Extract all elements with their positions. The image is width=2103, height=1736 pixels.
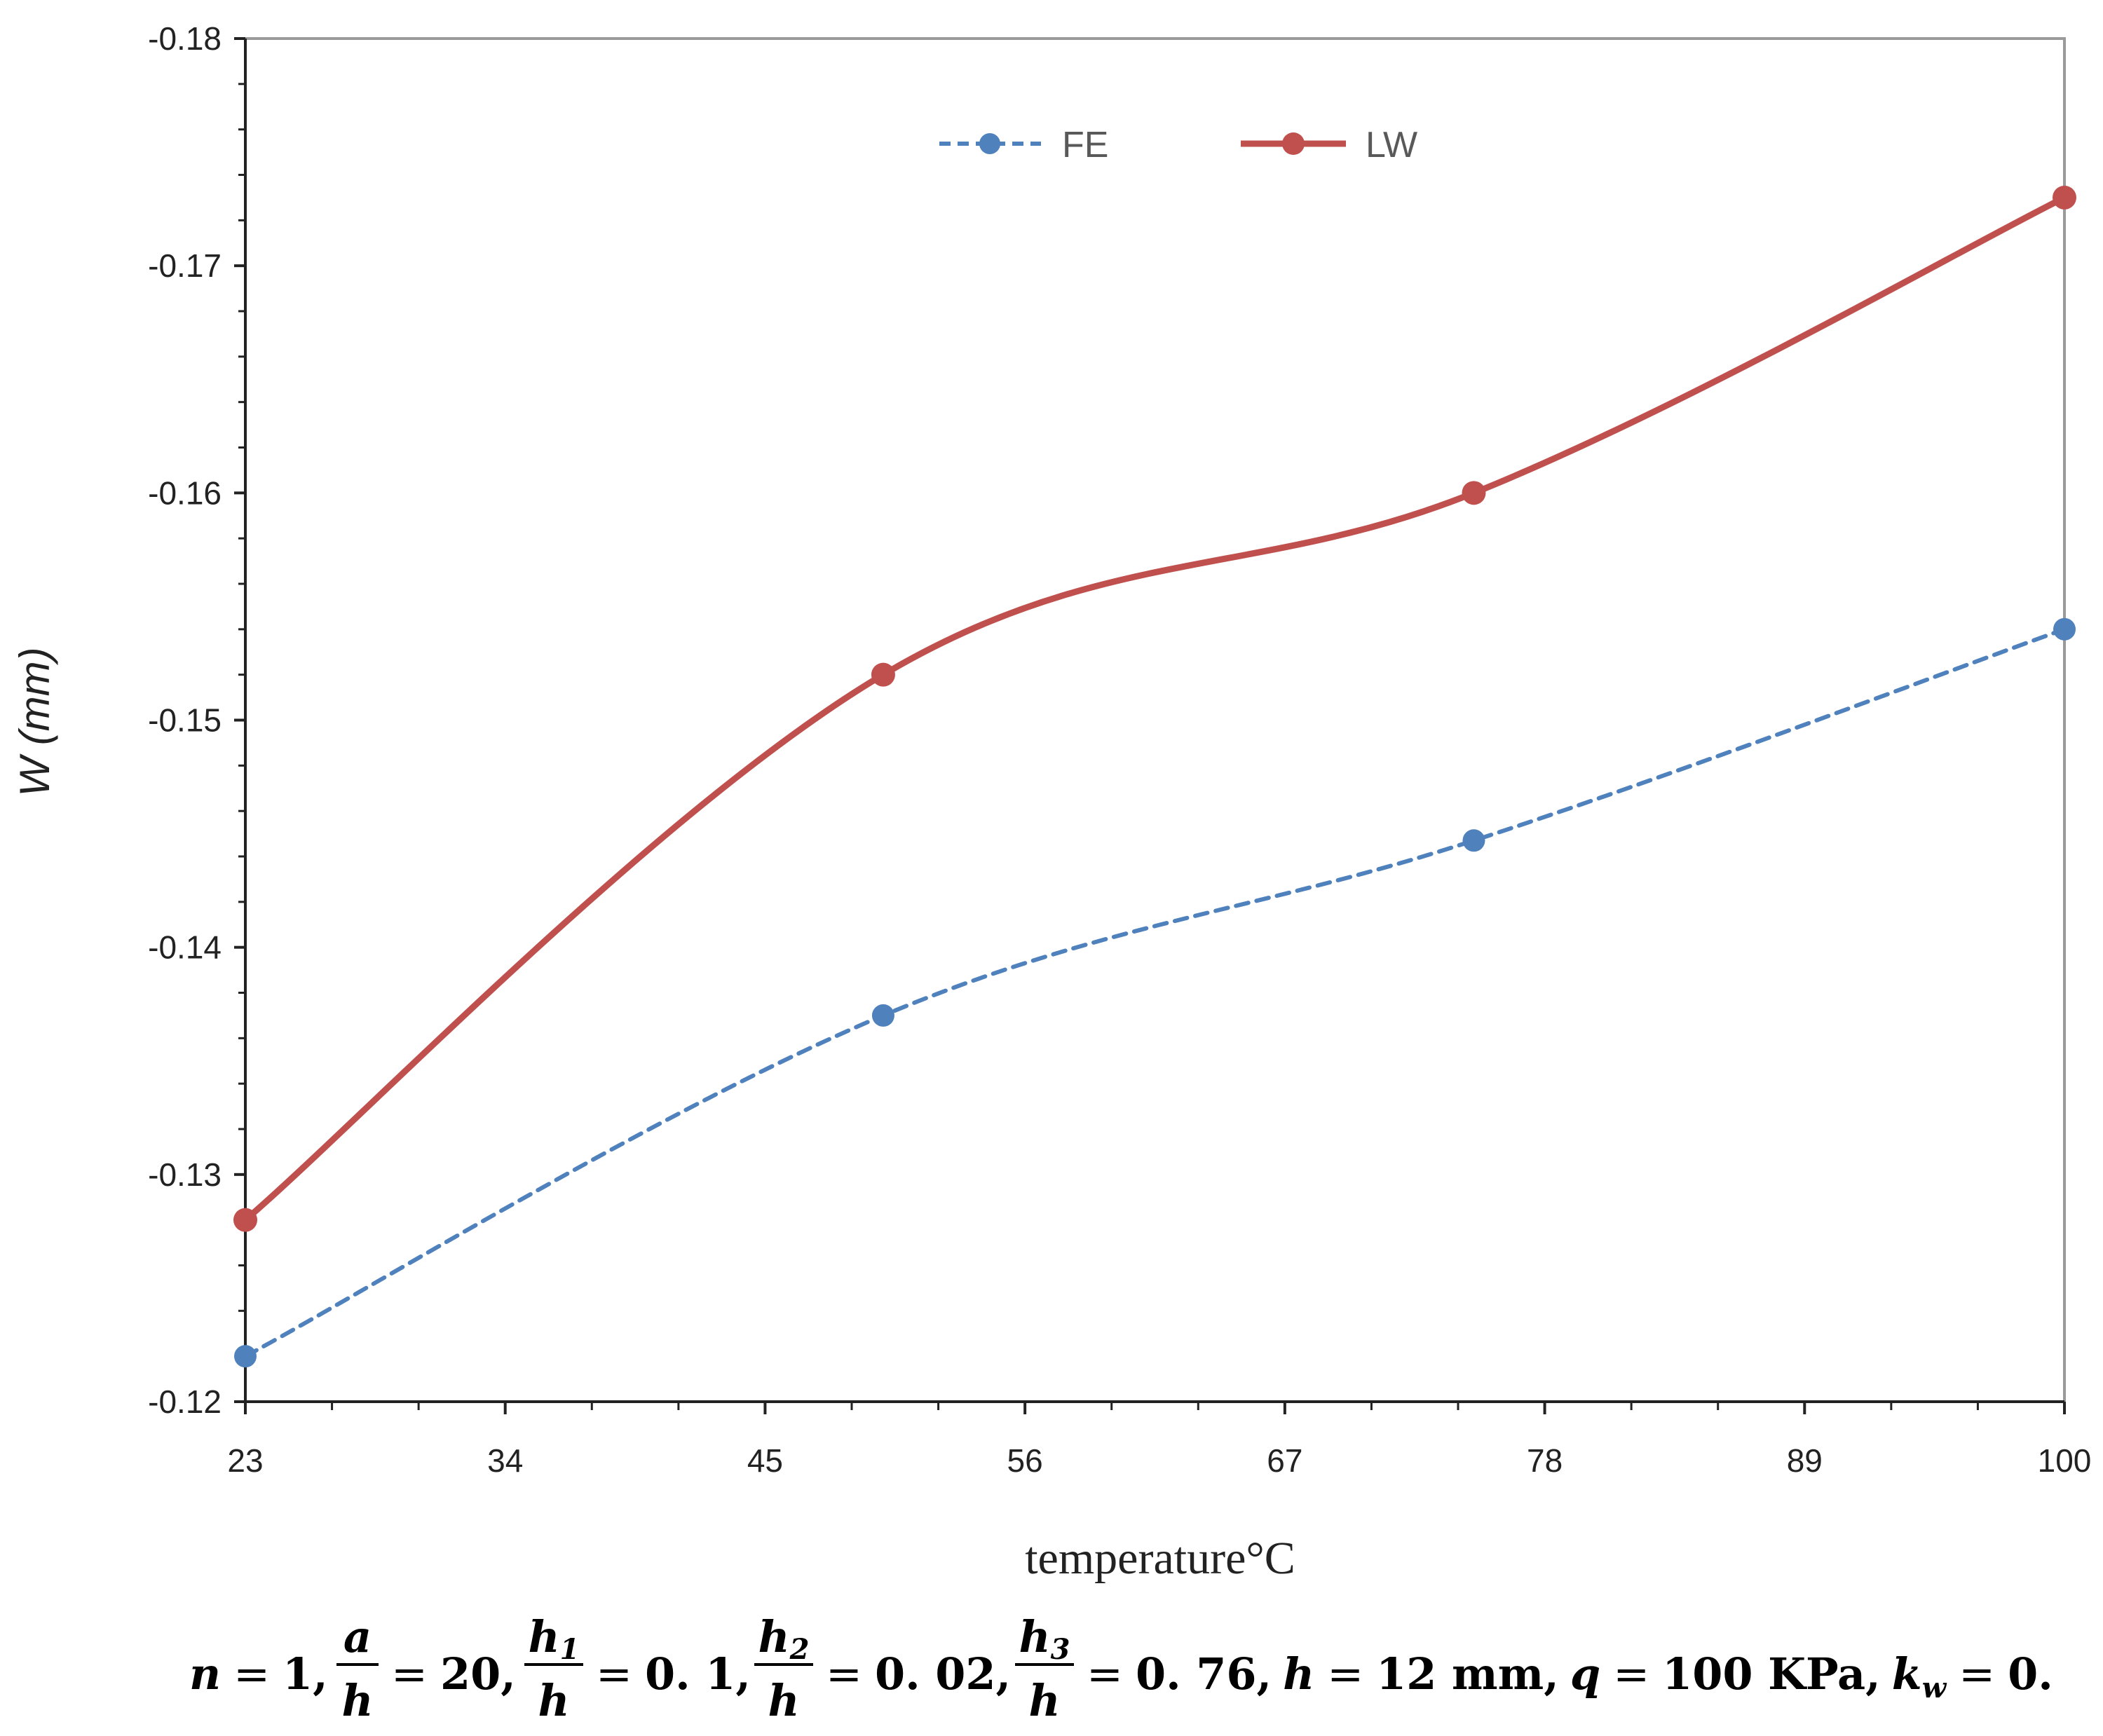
legend: FE LW: [939, 125, 1417, 165]
x-tick-label: 23: [227, 1442, 263, 1479]
x-tick-label: 78: [1527, 1442, 1563, 1479]
caption-a-den: h: [341, 1675, 373, 1726]
caption-h3-num: h3: [1019, 1611, 1070, 1666]
legend-lw-label: LW: [1366, 125, 1417, 165]
caption-a-value: = 20,: [391, 1648, 516, 1700]
x-tick-label: 67: [1267, 1442, 1302, 1479]
x-tick-label: 34: [487, 1442, 523, 1479]
x-axis-title: temperature°C: [1025, 1533, 1295, 1584]
caption-a-num: a: [343, 1611, 372, 1662]
series-lw-point: [233, 1208, 257, 1232]
caption-rest: = 0. 76, h = 12 mm, q = 100 KPa, kw = 0.: [1087, 1648, 2053, 1704]
caption-h2-value: = 0. 02,: [826, 1648, 1011, 1700]
y-tick-label: -0.16: [148, 474, 222, 511]
caption-h3-den: h: [1028, 1675, 1060, 1726]
legend-fe-marker: [979, 133, 1000, 154]
y-axis-title-var: W: [11, 753, 58, 797]
caption-n: n = 1,: [189, 1648, 328, 1700]
y-tick-label: -0.14: [148, 929, 222, 966]
caption-h1-num: h1: [529, 1611, 580, 1666]
y-ticks: -0.12 -0.13 -0.14 -0.15 -0.16 -0.17 -0.18: [148, 20, 245, 1420]
series-fe-point: [2053, 617, 2076, 641]
series-lw-line: [242, 194, 2068, 1224]
series-fe-point: [234, 1345, 257, 1368]
y-axis-title: W (mm): [11, 647, 58, 796]
plot-area: [244, 37, 2066, 1403]
y-tick-label: -0.17: [148, 247, 222, 284]
caption: n = 1, a h = 20, h1 h = 0. 1, h2 h = 0. 02, h…: [189, 1611, 2053, 1726]
legend-lw-marker: [1282, 132, 1305, 155]
x-tick-label: 45: [747, 1442, 783, 1479]
y-tick-label: -0.18: [148, 20, 222, 57]
series-lw-point: [871, 662, 895, 687]
x-ticks: 23 34 45 56 67 78 89 100: [227, 1402, 2091, 1479]
series-fe-point: [871, 1004, 894, 1027]
caption-h1-den: h: [538, 1675, 569, 1726]
y-tick-label: -0.12: [148, 1383, 222, 1420]
series-fe-point: [1462, 829, 1485, 852]
x-tick-label: 56: [1007, 1442, 1043, 1479]
x-tick-label: 89: [1787, 1442, 1823, 1479]
series-layer: [233, 185, 2076, 1368]
series-lw-point: [2053, 185, 2076, 210]
y-axis-title-unit: (mm): [11, 647, 58, 745]
series-fe-line: [243, 627, 2067, 1359]
series-lw-point: [1462, 481, 1486, 505]
legend-fe-label: FE: [1062, 125, 1108, 165]
x-tick-label: 100: [2038, 1442, 2092, 1479]
caption-h2-den: h: [768, 1675, 799, 1726]
y-tick-label: -0.15: [148, 702, 222, 739]
caption-h1-value: = 0. 1,: [596, 1648, 751, 1700]
y-tick-label: -0.13: [148, 1156, 222, 1193]
caption-h2-num: h2: [758, 1611, 810, 1666]
